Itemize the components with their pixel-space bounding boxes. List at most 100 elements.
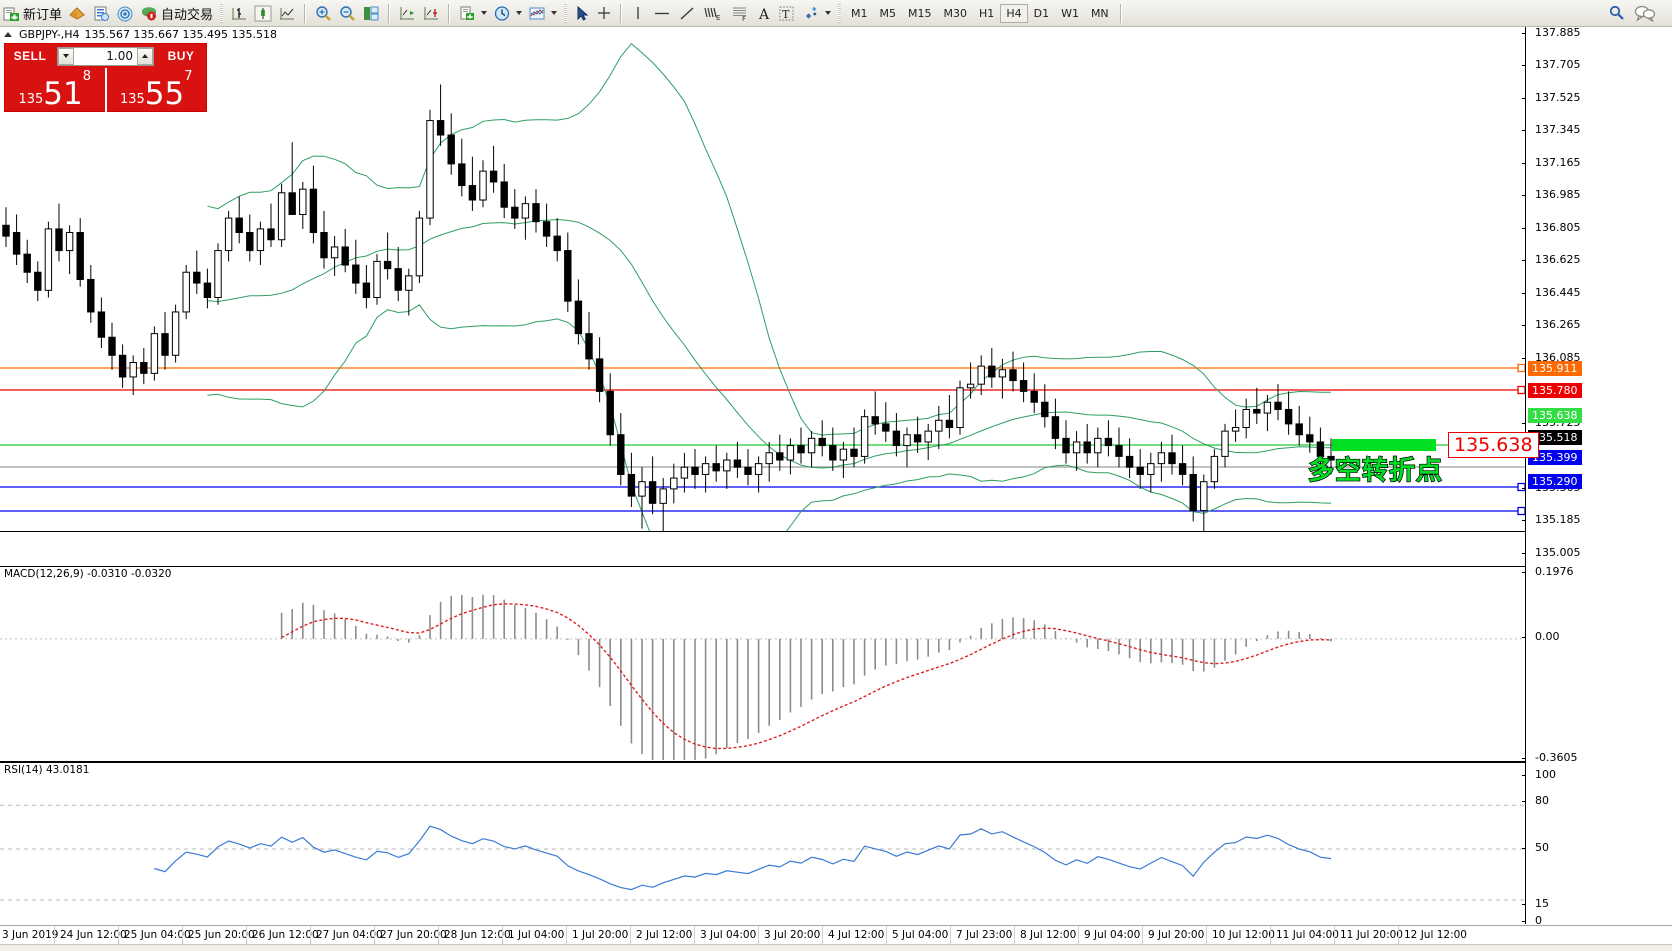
horizontal-line-button[interactable] — [649, 1, 675, 25]
trendline-button[interactable] — [675, 1, 699, 25]
main-toolbar[interactable]: 新订单 自动交易 — [0, 0, 1672, 27]
price-tick: 137.165 — [1522, 156, 1581, 169]
blue-hline-2-handle[interactable] — [1517, 506, 1525, 516]
time-separator — [438, 926, 439, 944]
last-price-badge[interactable]: 135.518 — [1528, 430, 1582, 445]
toolbar-grip-1[interactable] — [220, 3, 224, 23]
timeframe-mn[interactable]: MN — [1090, 6, 1109, 20]
vertical-line-button[interactable] — [627, 1, 649, 25]
resistance-level-badge[interactable]: 135.911 — [1528, 361, 1582, 376]
fibonacci-button[interactable]: F — [727, 1, 753, 25]
templates-dropdown-caret[interactable] — [481, 11, 488, 15]
period-dropdown-caret[interactable] — [516, 11, 523, 15]
time-tick: 3 Jul 20:00 — [764, 929, 821, 941]
price-chart-canvas[interactable] — [0, 27, 1525, 531]
candle-body — [786, 445, 795, 461]
toolbar-grip-2[interactable] — [564, 3, 568, 23]
volume-up-button[interactable] — [137, 47, 153, 65]
templates-button[interactable] — [455, 1, 479, 25]
candlestick-chart-button[interactable] — [251, 1, 275, 25]
timeframe-h1[interactable]: H1 — [979, 6, 995, 20]
candle-body — [1009, 369, 1017, 382]
green-level-badge[interactable]: 135.638 — [1528, 408, 1582, 423]
time-tick: 12 Jul 12:00 — [1404, 929, 1467, 941]
candle-body — [935, 419, 943, 432]
rsi-pane[interactable] — [0, 762, 1525, 926]
time-separator — [502, 926, 503, 944]
timeframe-m5[interactable]: M5 — [879, 6, 897, 20]
timeframe-group[interactable]: M1 M5 M15 M30 H1 H4 D1 W1 MN — [845, 3, 1115, 23]
one-click-trading-panel[interactable]: SELL 1.00 BUY 135 51 8 135 55 7 — [4, 43, 207, 112]
buy-button[interactable]: BUY — [167, 49, 195, 63]
candle-body — [1263, 401, 1272, 414]
zoom-in-icon — [316, 5, 331, 21]
sell-button[interactable]: SELL — [13, 49, 47, 63]
candle-body — [1115, 445, 1123, 457]
volume-down-button[interactable] — [58, 47, 74, 65]
candle-body — [691, 466, 699, 475]
metaeditor-button[interactable] — [89, 1, 113, 25]
toolbar-grip-3[interactable] — [838, 3, 842, 23]
chat-button[interactable] — [1630, 1, 1660, 25]
macd-canvas[interactable] — [0, 567, 1525, 760]
candle-body — [1147, 463, 1155, 475]
orange-hline-handle[interactable] — [1517, 363, 1525, 373]
candle-body — [44, 228, 53, 291]
time-separator — [822, 926, 823, 944]
new-order-button[interactable]: 新订单 — [0, 1, 65, 25]
cursor-button[interactable] — [571, 1, 593, 25]
candle-body — [1316, 441, 1325, 457]
timeframe-d1[interactable]: D1 — [1033, 6, 1050, 20]
search-button[interactable] — [1604, 1, 1630, 25]
zoom-out-button[interactable] — [335, 1, 359, 25]
zoom-in-button[interactable] — [311, 1, 335, 25]
price-callout-box[interactable]: 135.638 — [1448, 432, 1539, 458]
macd-signal-line — [281, 603, 1332, 750]
chart-shift-button[interactable] — [419, 1, 443, 25]
elliott-wave-button[interactable]: E — [699, 1, 727, 25]
rsi-canvas[interactable] — [0, 763, 1525, 924]
price-chart-pane[interactable] — [0, 27, 1525, 532]
buy-price-cell[interactable]: 135 55 7 — [104, 68, 207, 112]
period-button[interactable] — [490, 1, 514, 25]
text-label-button[interactable]: A — [753, 1, 775, 25]
time-separator — [566, 926, 567, 944]
price-axis[interactable]: 137.885 137.705 137.525 137.345 137.165 136.9… — [1522, 26, 1672, 927]
blue-hline-1-handle[interactable] — [1517, 482, 1525, 492]
macd-pane[interactable] — [0, 566, 1525, 762]
chinese-annotation-text[interactable]: 多空转折点 — [1307, 455, 1444, 486]
toolbar-separator-3 — [448, 3, 451, 23]
blue-level-badge-2[interactable]: 135.290 — [1528, 474, 1582, 489]
timeframe-m15[interactable]: M15 — [908, 6, 932, 20]
candle-body — [1083, 441, 1091, 454]
candle-body — [161, 333, 169, 356]
time-tick: 1 Jul 20:00 — [572, 929, 629, 941]
line-chart-button[interactable] — [275, 1, 299, 25]
volume-stepper[interactable]: 1.00 — [57, 46, 154, 66]
tile-windows-button[interactable] — [359, 1, 383, 25]
timeframe-m1[interactable]: M1 — [851, 6, 868, 20]
timeframe-m30[interactable]: M30 — [943, 6, 968, 20]
indicators-button[interactable] — [525, 1, 549, 25]
signals-button[interactable] — [113, 1, 137, 25]
green-highlight-rectangle[interactable] — [1332, 439, 1436, 451]
timeframe-h4[interactable]: H4 — [1000, 3, 1028, 23]
red-level-badge[interactable]: 135.780 — [1528, 383, 1582, 398]
autotrading-button[interactable]: 自动交易 — [137, 1, 216, 25]
expert-advisors-button[interactable] — [65, 1, 89, 25]
candle-body — [1327, 455, 1335, 461]
timeframe-w1[interactable]: W1 — [1061, 6, 1079, 20]
volume-input[interactable]: 1.00 — [74, 47, 137, 65]
collapse-triangle-icon[interactable] — [4, 32, 12, 37]
blue-level-badge-1[interactable]: 135.399 — [1528, 450, 1582, 465]
red-hline-handle[interactable] — [1517, 385, 1525, 395]
crosshair-button[interactable] — [593, 1, 615, 25]
shapes-button[interactable] — [799, 1, 823, 25]
text-object-button[interactable]: T — [775, 1, 799, 25]
bar-chart-button[interactable] — [227, 1, 251, 25]
candle-body — [1125, 455, 1134, 468]
shapes-dropdown-caret[interactable] — [825, 11, 832, 15]
sell-price-cell[interactable]: 135 51 8 — [5, 68, 105, 112]
auto-scroll-button[interactable] — [395, 1, 419, 25]
indicators-dropdown-caret[interactable] — [551, 11, 558, 15]
